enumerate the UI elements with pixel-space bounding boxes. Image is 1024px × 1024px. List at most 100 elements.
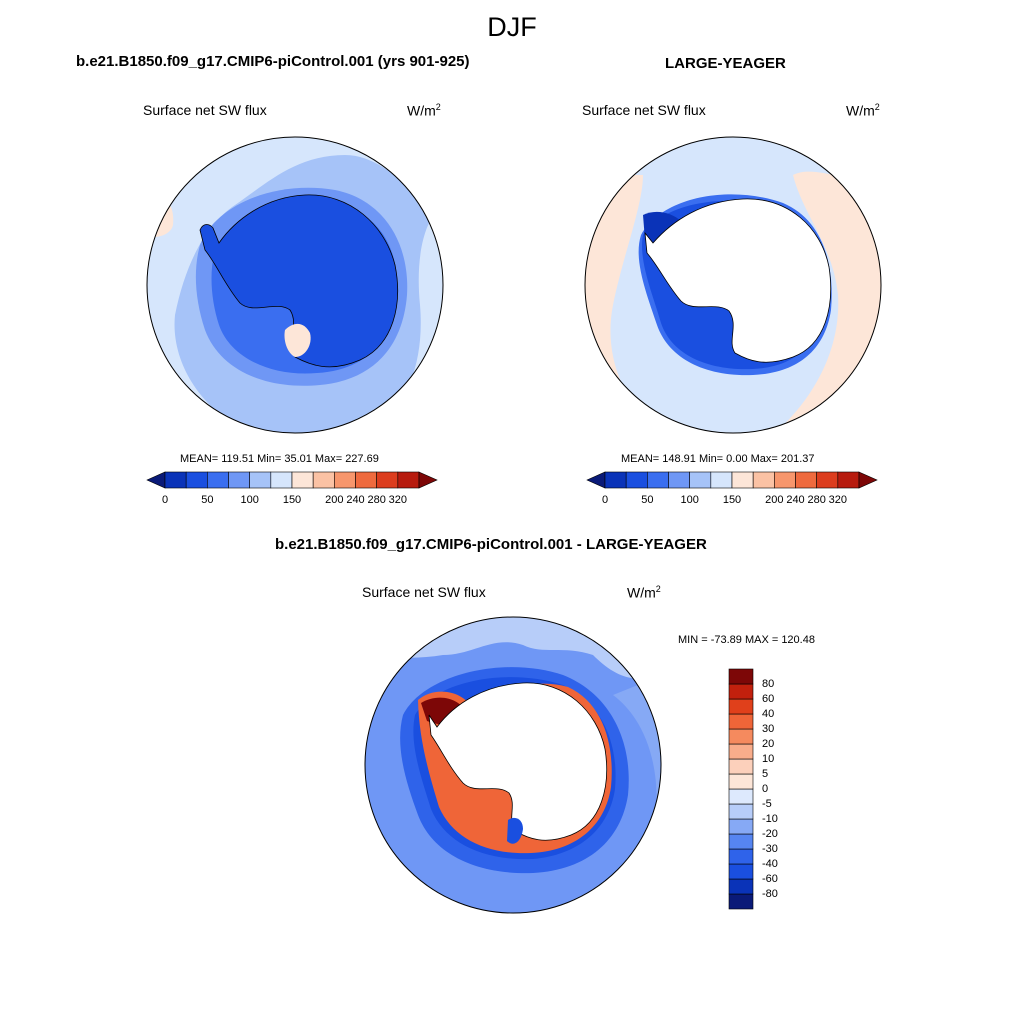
colorbar-swatch: [728, 863, 754, 880]
colorbar-tick-label: -30: [762, 843, 778, 855]
colorbar-swatch: [185, 471, 208, 489]
panel1-stats: MEAN= 119.51 Min= 35.01 Max= 227.69: [180, 453, 379, 465]
panel3-units: W/m2: [627, 584, 661, 601]
panel3-colorbar: [728, 668, 754, 910]
colorbar-swatch: [249, 471, 272, 489]
panel1-colorbar-labels: 0 50 100 150 200 240 280 320: [147, 494, 437, 508]
p1-warm-patch-left: [147, 194, 174, 237]
colorbar-tick-label: 5: [762, 768, 769, 780]
panel1-variable-label: Surface net SW flux: [143, 102, 267, 118]
colorbar-swatch: [164, 471, 187, 489]
panel3-polar-map: [364, 616, 662, 914]
colorbar-tick-label: 150: [282, 494, 302, 506]
colorbar-swatch: [795, 471, 817, 489]
colorbar-swatch: [728, 878, 754, 895]
colorbar-swatch: [837, 471, 860, 489]
colorbar-swatch: [291, 471, 314, 489]
colorbar-tick-label: -40: [762, 858, 778, 870]
colorbar-swatch: [586, 471, 606, 489]
colorbar-swatch: [689, 471, 712, 489]
colorbar-swatch: [728, 728, 754, 745]
colorbar-tick-label: -60: [762, 873, 778, 885]
panel2-variable-label: Surface net SW flux: [582, 102, 706, 118]
colorbar-swatch: [728, 803, 754, 820]
panel2-case-title: LARGE-YEAGER: [665, 55, 786, 72]
figure-title: DJF: [487, 12, 537, 42]
colorbar-tick-label: 280: [367, 494, 386, 506]
p3-antarctica: [428, 682, 608, 841]
colorbar-tick-label: 320: [388, 494, 408, 506]
colorbar-swatch: [397, 471, 420, 489]
colorbar-tick-label: 240: [346, 494, 365, 506]
colorbar-tick-label: 280: [807, 494, 826, 506]
panel3-variable-label: Surface net SW flux: [362, 584, 486, 600]
p2-antarctica: [644, 198, 832, 363]
colorbar-swatch: [728, 713, 754, 730]
colorbar-tick-label: 20: [762, 738, 775, 750]
colorbar-tick-label: -10: [762, 813, 778, 825]
colorbar-tick-label: 150: [722, 494, 742, 506]
colorbar-tick-label: -5: [762, 798, 772, 810]
colorbar-tick-label: 0: [601, 494, 609, 506]
panel2-units: W/m2: [846, 102, 880, 119]
colorbar-swatch: [604, 471, 627, 489]
colorbar-swatch: [816, 471, 839, 489]
colorbar-swatch: [418, 471, 438, 489]
colorbar-tick-label: 0: [762, 783, 769, 795]
colorbar-swatch: [728, 848, 754, 865]
colorbar-swatch: [728, 893, 754, 910]
colorbar-swatch: [858, 471, 878, 489]
colorbar-swatch: [228, 471, 250, 489]
colorbar-swatch: [376, 471, 399, 489]
panel2-polar-map: [584, 136, 882, 434]
colorbar-swatch: [774, 471, 796, 489]
panel2-colorbar: [586, 471, 878, 489]
colorbar-swatch: [647, 471, 669, 489]
colorbar-swatch: [355, 471, 377, 489]
panel3-stats: MIN = -73.89 MAX = 120.48: [678, 634, 815, 646]
p1-band-light: [147, 137, 443, 433]
panel3-colorbar-labels: 80 60 40 30 20 10 5 0 -5 -10 -20 -30 -40 -60 -80: [762, 669, 802, 909]
colorbar-swatch: [207, 471, 229, 489]
colorbar-swatch: [728, 818, 754, 835]
colorbar-swatch: [728, 758, 754, 775]
colorbar-swatch: [312, 471, 335, 489]
colorbar-tick-label: 10: [762, 753, 775, 765]
colorbar-swatch: [334, 471, 356, 489]
colorbar-tick-label: -80: [762, 888, 778, 900]
colorbar-swatch: [728, 788, 754, 805]
colorbar-tick-label: -20: [762, 828, 778, 840]
colorbar-swatch: [728, 683, 754, 700]
colorbar-tick-label: 100: [680, 494, 699, 506]
panel1-units: W/m2: [407, 102, 441, 119]
colorbar-tick-label: 50: [641, 494, 654, 506]
colorbar-swatch: [728, 698, 754, 715]
colorbar-tick-label: 50: [201, 494, 214, 506]
panel2-stats: MEAN= 148.91 Min= 0.00 Max= 201.37: [621, 453, 815, 465]
colorbar-swatch: [728, 668, 754, 685]
panel1-colorbar: [146, 471, 438, 489]
p3-right-band: [613, 675, 661, 835]
colorbar-swatch: [270, 471, 293, 489]
colorbar-tick-label: 80: [762, 678, 775, 690]
colorbar-swatch: [146, 471, 166, 489]
colorbar-tick-label: 30: [762, 723, 775, 735]
colorbar-tick-label: 0: [161, 494, 169, 506]
colorbar-swatch: [710, 471, 733, 489]
colorbar-swatch: [625, 471, 648, 489]
panel3-case-title: b.e21.B1850.f09_g17.CMIP6-piControl.001 …: [275, 536, 707, 553]
colorbar-tick-label: 320: [828, 494, 848, 506]
colorbar-swatch: [668, 471, 690, 489]
p3-blue-tongue: [507, 817, 523, 844]
colorbar-tick-label: 60: [762, 693, 775, 705]
colorbar-tick-label: 200: [325, 494, 344, 506]
colorbar-swatch: [728, 833, 754, 850]
colorbar-swatch: [731, 471, 754, 489]
colorbar-tick-label: 240: [786, 494, 805, 506]
colorbar-tick-label: 100: [240, 494, 259, 506]
colorbar-swatch: [752, 471, 775, 489]
colorbar-swatch: [728, 773, 754, 790]
colorbar-tick-label: 40: [762, 708, 775, 720]
panel2-colorbar-labels: 0 50 100 150 200 240 280 320: [587, 494, 877, 508]
colorbar-swatch: [728, 743, 754, 760]
